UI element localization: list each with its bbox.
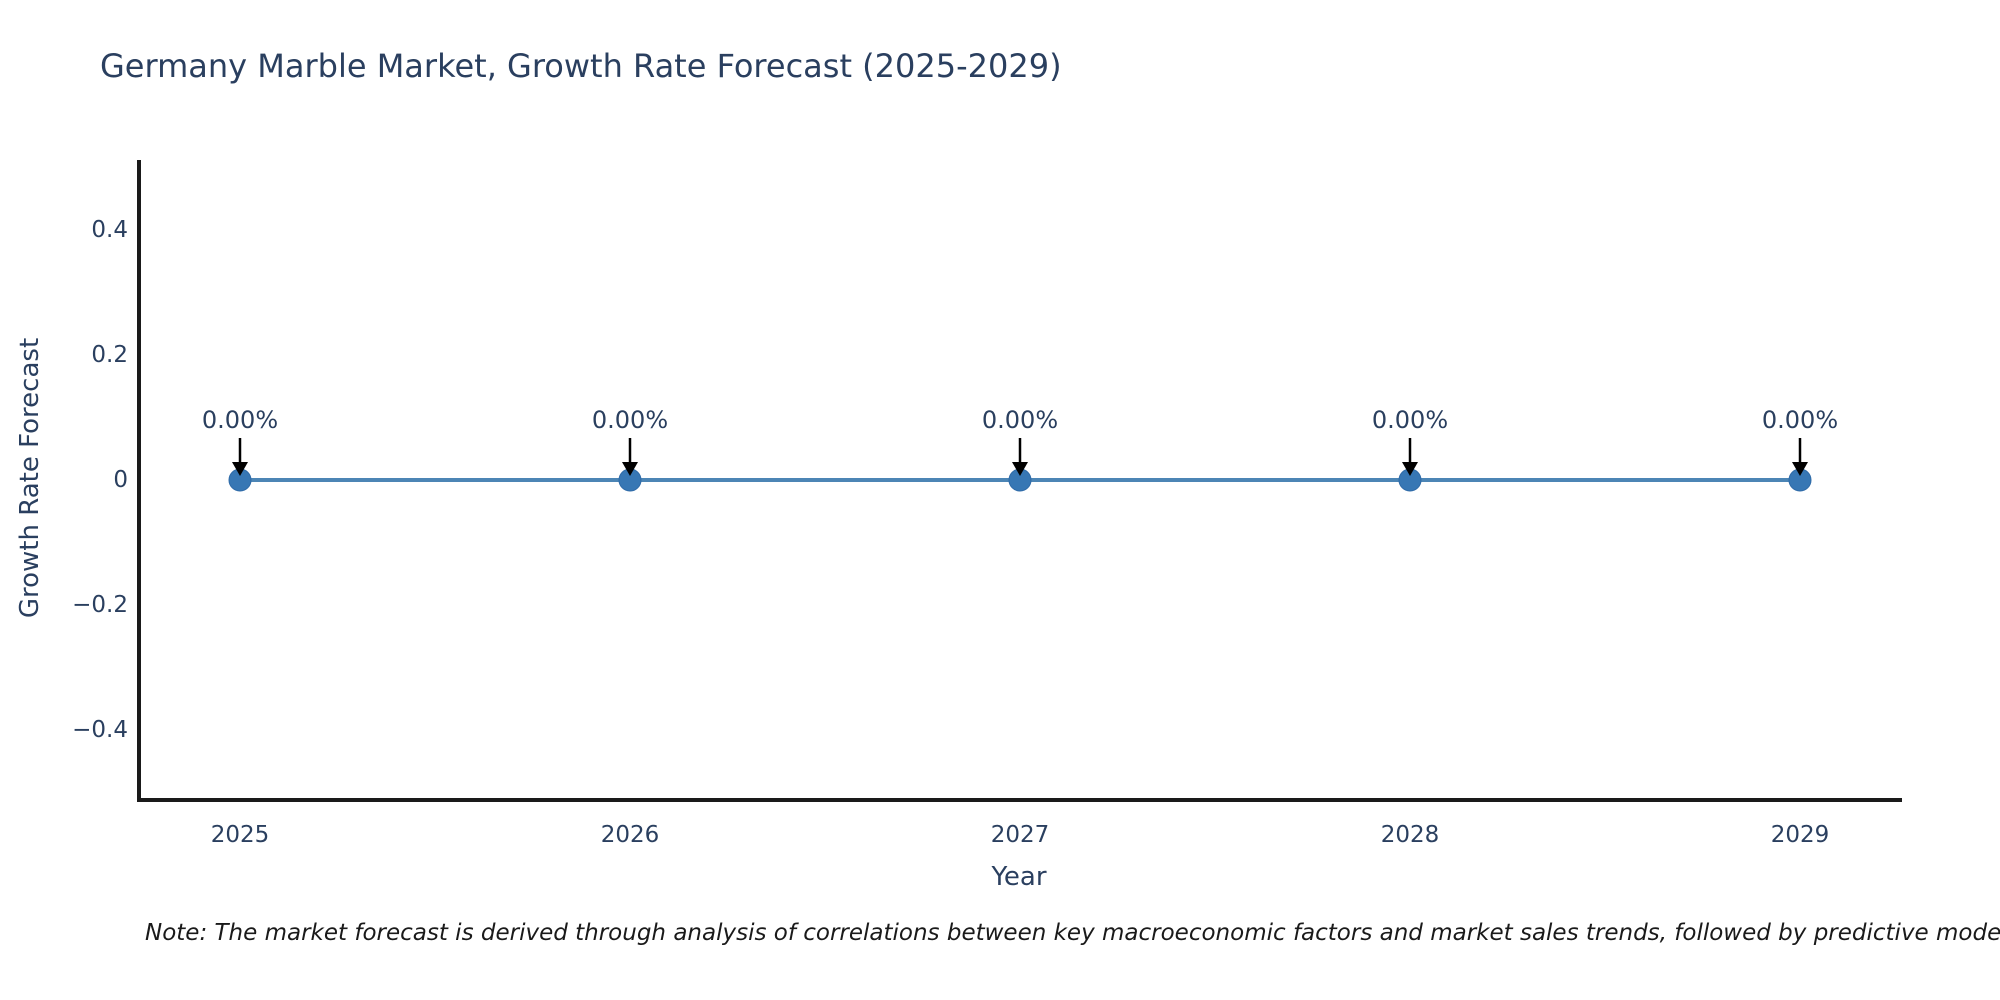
footnote-text: Note: The market forecast is derived thr… [145, 920, 2000, 946]
x-tick-label: 2028 [1380, 822, 1440, 848]
y-tick-label: 0.2 [91, 342, 128, 368]
annotation-arrow-head [1402, 462, 1418, 476]
point-annotation-label: 0.00% [591, 406, 669, 434]
x-tick-label: 2025 [210, 822, 270, 848]
y-tick-label: 0 [113, 467, 128, 493]
point-annotation-label: 0.00% [1761, 406, 1839, 434]
annotation-arrow-head [1012, 462, 1028, 476]
footnote-container: Note: The market forecast is derived thr… [145, 920, 2000, 946]
annotation-arrow-head [622, 462, 638, 476]
chart-title: Germany Marble Market, Growth Rate Forec… [100, 47, 1062, 85]
x-axis-line [137, 798, 1902, 802]
x-axis-title: Year [991, 862, 1047, 892]
x-tick-label: 2029 [1770, 822, 1830, 848]
x-tick-label: 2026 [600, 822, 660, 848]
annotation-arrow-head [1792, 462, 1808, 476]
point-annotation-label: 0.00% [981, 406, 1059, 434]
annotation-arrow-head [232, 462, 248, 476]
point-annotation-label: 0.00% [201, 406, 279, 434]
y-tick-label: −0.2 [72, 592, 128, 618]
y-axis-line [137, 160, 141, 802]
x-tick-label: 2027 [990, 822, 1050, 848]
point-annotation-label: 0.00% [1371, 406, 1449, 434]
y-tick-label: 0.4 [91, 217, 128, 243]
y-tick-label: −0.4 [72, 717, 128, 743]
